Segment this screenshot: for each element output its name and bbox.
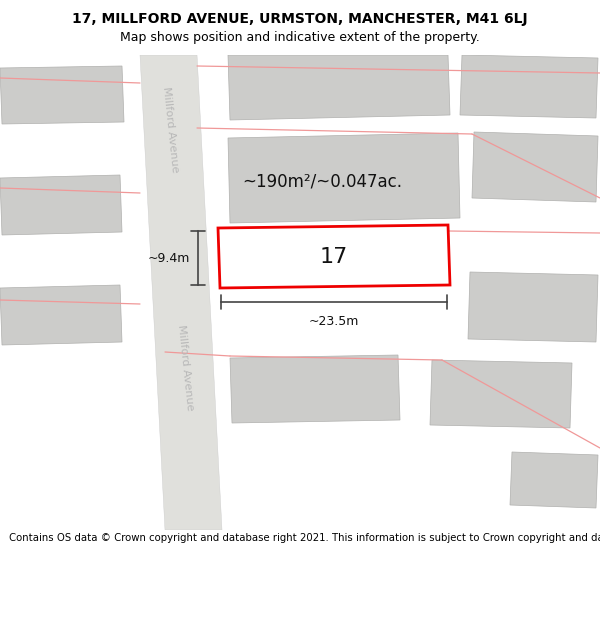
Text: 17, MILLFORD AVENUE, URMSTON, MANCHESTER, M41 6LJ: 17, MILLFORD AVENUE, URMSTON, MANCHESTER… [72,12,528,26]
Polygon shape [472,132,598,202]
Text: ~9.4m: ~9.4m [148,251,190,264]
Polygon shape [0,66,124,124]
Text: Millford Avenue: Millford Avenue [176,324,194,411]
Polygon shape [230,355,400,423]
Text: Contains OS data © Crown copyright and database right 2021. This information is : Contains OS data © Crown copyright and d… [9,533,600,543]
Polygon shape [468,272,598,342]
Text: ~190m²/~0.047ac.: ~190m²/~0.047ac. [242,173,402,191]
Polygon shape [228,133,460,223]
Text: 17: 17 [320,247,348,267]
Text: Millford Avenue: Millford Avenue [161,86,179,174]
Text: Map shows position and indicative extent of the property.: Map shows position and indicative extent… [120,31,480,44]
Polygon shape [228,55,450,120]
Text: ~23.5m: ~23.5m [309,315,359,328]
Polygon shape [510,452,598,508]
Polygon shape [140,55,222,530]
Polygon shape [0,285,122,345]
Polygon shape [460,55,598,118]
Polygon shape [218,225,450,288]
Polygon shape [0,175,122,235]
Polygon shape [430,360,572,428]
